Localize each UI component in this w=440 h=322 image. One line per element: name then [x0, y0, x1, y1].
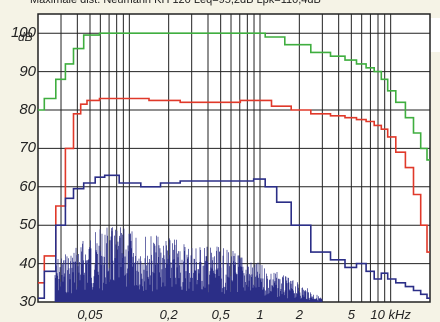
- x-tick-label: 10 kHz: [370, 307, 411, 322]
- x-tick-label: 5: [347, 307, 355, 322]
- y-tick-label: 70: [19, 139, 36, 157]
- series-line-2: [38, 97, 430, 284]
- x-tick-label: 2: [295, 307, 303, 322]
- x-tick-label: 0,5: [211, 307, 230, 322]
- y-tick-label: 90: [19, 62, 36, 80]
- x-tick-label: 1: [256, 307, 264, 322]
- y-tick-label: 80: [19, 101, 36, 118]
- plot-background: [38, 14, 430, 302]
- y-tick-label: 30: [19, 293, 36, 310]
- x-tick-label: 0,05: [77, 307, 103, 322]
- caption-top-line: Maximale dist. Neumann KH 120 Leq=95,2dB…: [30, 0, 321, 6]
- series-line-1: [38, 32, 430, 161]
- series-line-3: [38, 174, 430, 299]
- noise-spectrum-band: [54, 227, 323, 302]
- y-tick-label: 100: [10, 24, 36, 42]
- y-tick-label: 50: [19, 216, 36, 234]
- x-tick-label: 0,2: [159, 307, 178, 322]
- y-axis-unit-label: dB: [18, 30, 33, 44]
- y-tick-label: 40: [19, 254, 36, 272]
- y-tick-label: 60: [19, 177, 36, 195]
